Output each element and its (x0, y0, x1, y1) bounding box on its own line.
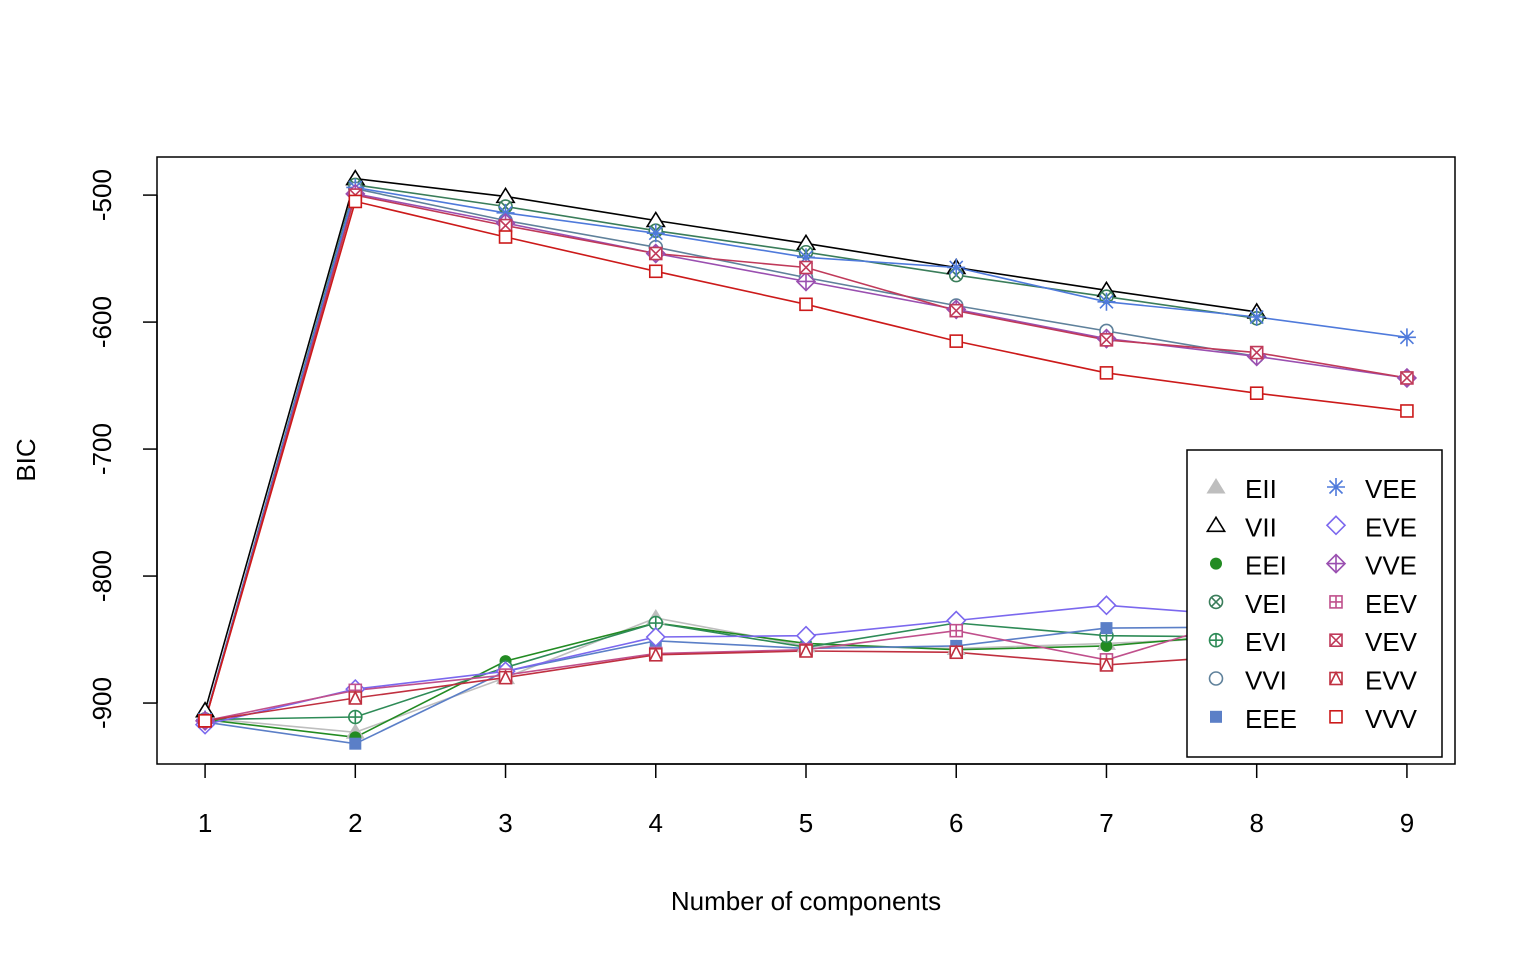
legend-marker-vii (1205, 515, 1227, 533)
point-evi-2 (348, 709, 363, 725)
point-evv-4 (648, 647, 663, 662)
point-vee-9 (1397, 328, 1416, 347)
point-vee-8 (1247, 308, 1266, 327)
legend-label-evi: EVI (1245, 627, 1287, 657)
point-vev-4 (648, 246, 663, 261)
y-tick-label: -800 (87, 550, 117, 602)
point-vvv-7 (1099, 366, 1114, 380)
point-evv-2 (348, 690, 363, 705)
point-eei-7 (1100, 639, 1113, 652)
y-axis-label: BIC (11, 438, 41, 481)
series-line-eev (204, 613, 1257, 722)
legend-marker-eee (1210, 710, 1222, 723)
x-axis: 1 2 3 4 5 6 7 8 9 (198, 763, 1414, 838)
x-tick-label: 1 (198, 808, 212, 838)
series-line-vei (204, 184, 1257, 720)
y-tick-label: -500 (87, 169, 117, 221)
point-evv-6 (949, 644, 964, 660)
legend: EII VII EEI VEI EVI VVI EEE VEE EVE VVE EEV VEV EVV V… (1186, 449, 1443, 758)
x-tick-label: 2 (348, 808, 362, 838)
legend-label-eev: EEV (1365, 589, 1418, 619)
y-axis: -900 -800 -700 -600 -500 (87, 169, 158, 729)
y-tick-label: -700 (87, 423, 117, 475)
legend-marker-vev (1329, 633, 1343, 648)
series-line-eii (205, 617, 1257, 734)
point-vee-7 (1097, 292, 1116, 311)
legend-marker-evi (1208, 632, 1224, 648)
point-vev-5 (799, 260, 813, 275)
point-evv-5 (799, 643, 813, 658)
series-line-eee (204, 626, 1257, 745)
point-vee-5 (797, 248, 815, 267)
point-vev-8 (1249, 345, 1264, 360)
legend-label-vvv: VVV (1365, 704, 1418, 734)
legend-marker-vee (1327, 478, 1345, 496)
point-vvv-2 (348, 194, 363, 209)
point-vev-3 (498, 218, 513, 233)
series-line-evi (205, 622, 1257, 721)
legend-marker-vei (1208, 594, 1224, 610)
point-vvv-9 (1400, 404, 1414, 418)
legend-marker-eei (1210, 557, 1222, 570)
legend-label-eei: EEI (1245, 551, 1287, 581)
series-line-vvi (204, 187, 1257, 720)
point-vee-6 (947, 258, 966, 277)
point-vee-3 (496, 203, 515, 222)
legend-marker-eev (1329, 595, 1343, 609)
point-eve-7 (1096, 595, 1117, 616)
legend-label-vii: VII (1245, 512, 1277, 542)
y-tick-label: -900 (87, 677, 117, 729)
y-tick-label: -600 (87, 296, 117, 348)
x-tick-label: 6 (949, 808, 963, 838)
point-vev-7 (1099, 333, 1114, 347)
legend-label-vee: VEE (1365, 474, 1417, 504)
legend-marker-eve (1325, 515, 1347, 536)
legend-marker-vvi (1208, 671, 1224, 686)
series-line-eei (205, 622, 1257, 739)
point-vvv-1 (198, 714, 212, 728)
x-axis-label: Number of components (671, 886, 941, 916)
point-vvv-8 (1249, 386, 1264, 400)
x-tick-label: 4 (649, 808, 663, 838)
point-vev-6 (949, 303, 964, 318)
point-evv-3 (498, 669, 513, 685)
legend-label-eve: EVE (1365, 512, 1417, 542)
x-tick-label: 8 (1249, 808, 1263, 838)
point-vev-9 (1400, 371, 1414, 385)
series-line-eve (204, 604, 1257, 726)
x-tick-label: 9 (1400, 808, 1414, 838)
legend-label-vei: VEI (1245, 589, 1287, 619)
x-tick-label: 7 (1099, 808, 1113, 838)
legend-marker-evv (1329, 670, 1343, 686)
legend-label-eee: EEE (1245, 704, 1297, 734)
legend-label-vvi: VVI (1245, 666, 1287, 696)
point-eev-6 (949, 623, 964, 638)
point-vvv-3 (498, 230, 513, 244)
legend-marker-vve (1325, 553, 1347, 574)
point-eee-7 (1100, 622, 1113, 635)
point-eee-2 (349, 737, 362, 750)
series-line-evv (204, 650, 1257, 722)
legend-marker-vvv (1329, 709, 1343, 724)
point-evv-7 (1099, 657, 1114, 672)
legend-box (1186, 449, 1443, 758)
point-vvv-5 (799, 297, 813, 312)
point-vvv-6 (949, 334, 964, 348)
point-vve-5 (795, 271, 817, 292)
x-tick-label: 5 (799, 808, 813, 838)
series-line-vii (204, 177, 1257, 711)
legend-marker-eii (1206, 478, 1226, 494)
legend-label-evv: EVV (1365, 666, 1418, 696)
x-tick-label: 3 (498, 808, 512, 838)
point-eve-4 (645, 626, 666, 648)
legend-label-vve: VVE (1365, 551, 1417, 581)
legend-label-eii: EII (1245, 474, 1277, 504)
legend-label-vev: VEV (1365, 627, 1418, 657)
point-vee-4 (646, 224, 665, 243)
point-vvv-4 (648, 264, 663, 279)
